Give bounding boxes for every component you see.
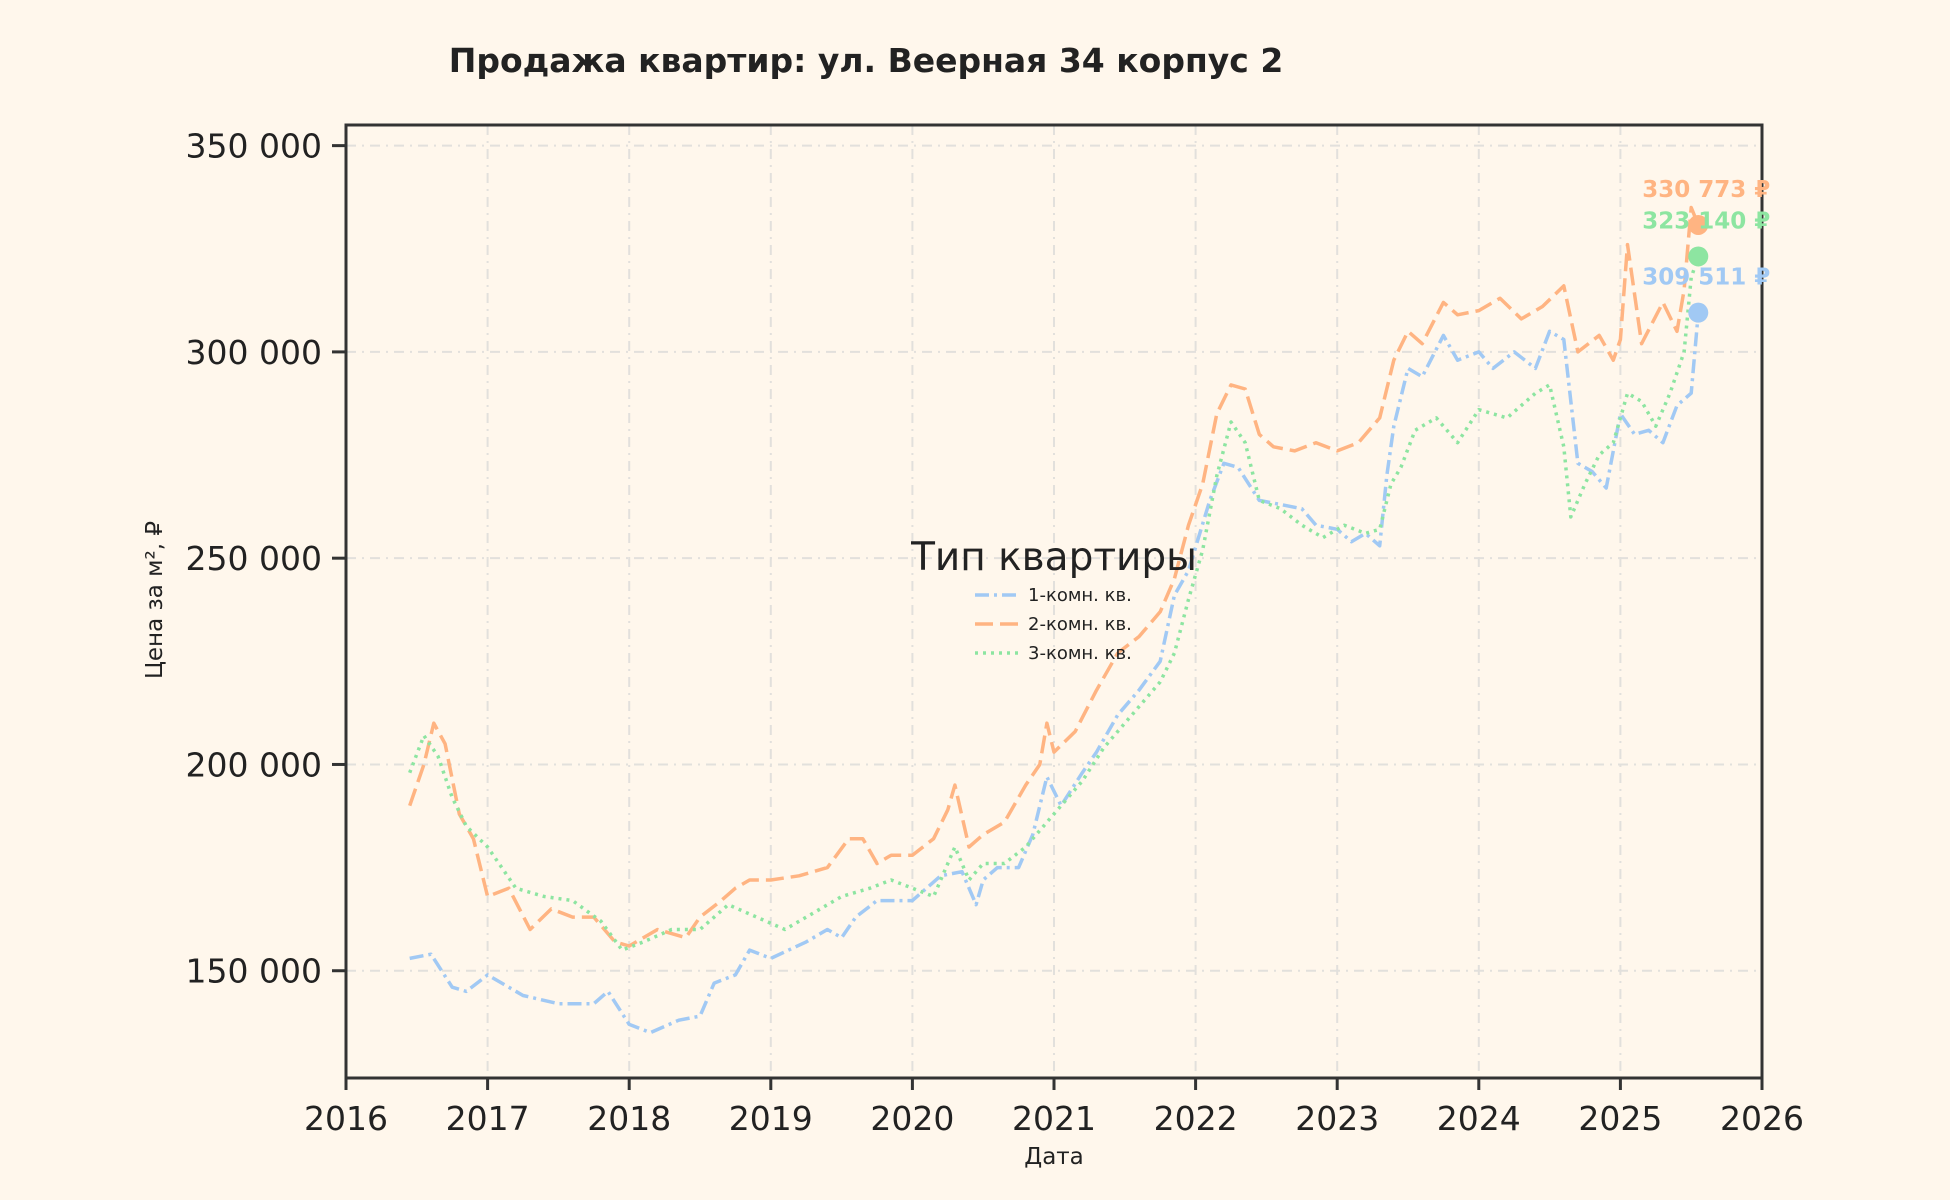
legend: Тип квартиры 1-комн. кв. 2-комн. кв. 3-ком… [910, 535, 1197, 664]
x-axis-label: Дата [1024, 1144, 1084, 1170]
series-line-2 [408, 205, 1700, 948]
x-tick-label: 2019 [729, 1099, 813, 1138]
series-line-3 [408, 255, 1700, 952]
series-line-1 [409, 312, 1701, 1035]
legend-title: Тип квартиры [910, 535, 1197, 580]
legend-label-2: 2-комн. кв. [1028, 614, 1132, 635]
x-tick-label: 2022 [1154, 1099, 1238, 1138]
series-lines [408, 205, 1701, 1035]
y-tick-label: 200 000 [186, 745, 322, 784]
endpoint-label-2: 330 773 ₽ [1642, 177, 1770, 203]
legend-label-1: 1-комн. кв. [1028, 585, 1132, 606]
endpoint-label-1: 309 511 ₽ [1642, 265, 1770, 291]
y-tick-label: 300 000 [186, 333, 322, 372]
x-tick-label: 2016 [304, 1099, 388, 1138]
x-tick-label: 2024 [1437, 1099, 1521, 1138]
endpoint-marker-3 [1688, 246, 1709, 267]
x-tick-label: 2026 [1720, 1099, 1804, 1138]
legend-items: 1-комн. кв. 2-комн. кв. 3-комн. кв. [975, 585, 1132, 664]
chart-title: Продажа квартир: ул. Веерная 34 корпус 2 [449, 41, 1284, 80]
endpoint-markers: 309 511 ₽ 330 773 ₽ 323 140 ₽ [1642, 177, 1770, 323]
endpoint-label-3: 323 140 ₽ [1642, 208, 1770, 234]
y-axis-label: Цена за м², ₽ [142, 521, 168, 679]
x-tick-label: 2018 [587, 1099, 671, 1138]
x-tick-label: 2017 [446, 1099, 530, 1138]
x-tick-label: 2020 [870, 1099, 954, 1138]
axes: 2016 2017 2018 2019 2020 2021 2022 2023 2024 2025… [186, 127, 1804, 1138]
x-tick-label: 2023 [1295, 1099, 1379, 1138]
x-tick-label: 2025 [1578, 1099, 1662, 1138]
endpoint-marker-1 [1688, 302, 1709, 323]
endpoint-marker-2 [1688, 214, 1709, 235]
x-tick-label: 2021 [1012, 1099, 1096, 1138]
y-tick-label: 250 000 [186, 539, 322, 578]
legend-label-3: 3-комн. кв. [1028, 643, 1132, 664]
grid [345, 125, 1763, 1078]
y-tick-label: 150 000 [186, 952, 322, 991]
y-tick-label: 350 000 [186, 127, 322, 166]
